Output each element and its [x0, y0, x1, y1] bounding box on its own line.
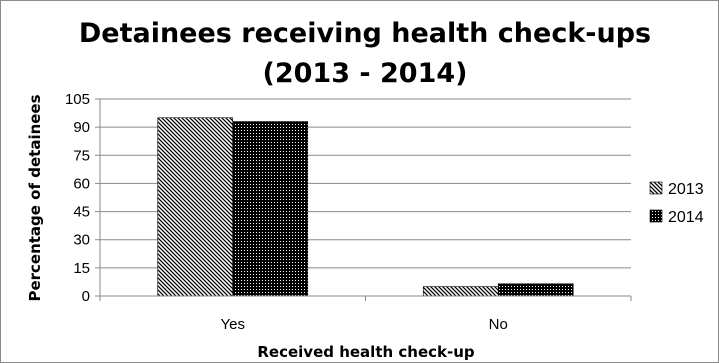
y-tick-label: 105	[65, 91, 90, 108]
y-tick-label: 45	[73, 204, 90, 221]
legend-swatch-2014	[649, 209, 663, 223]
x-tick-label: Yes	[221, 316, 245, 333]
legend-swatch-2013	[649, 181, 663, 195]
chart-title-line-2: (2013 - 2014)	[262, 58, 468, 89]
y-tick-label: 75	[73, 147, 90, 164]
y-tick-label: 90	[73, 119, 90, 136]
chart-title: Detainees receiving health check-ups (20…	[0, 14, 719, 94]
y-tick-label: 30	[73, 232, 90, 249]
bar-2013-yes	[157, 117, 234, 297]
y-tick-label: 15	[73, 260, 90, 277]
y-tick-label: 60	[73, 175, 90, 192]
bar-2014-no	[497, 283, 574, 297]
bar-2013-no	[422, 286, 499, 297]
chart-title-line-1: Detainees receiving health check-ups	[78, 18, 652, 49]
bar-2014-yes	[232, 121, 309, 297]
legend-label-2013: 2013	[668, 181, 704, 198]
y-tick-label: 0	[82, 288, 90, 305]
x-tick-label: No	[489, 316, 508, 333]
x-axis-label: Received health check-up	[257, 343, 475, 361]
legend-label-2014: 2014	[668, 209, 704, 226]
